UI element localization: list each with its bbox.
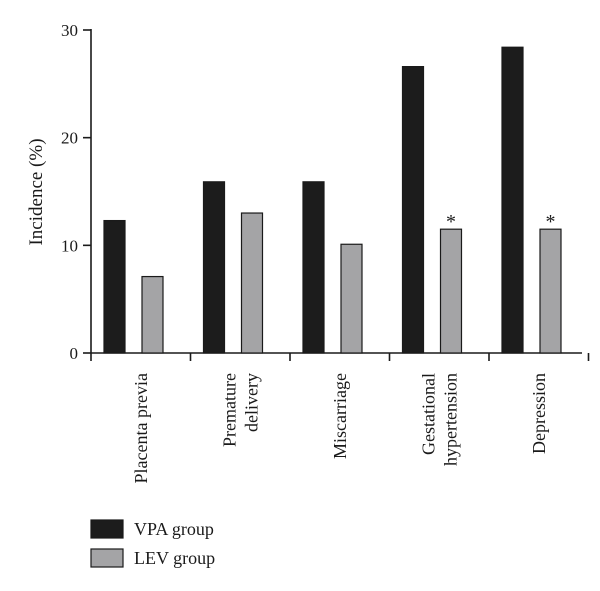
- y-tick-label: 0: [70, 344, 79, 363]
- bar-lev-0: [141, 275, 164, 354]
- bar-vpa-0: [103, 219, 126, 354]
- category-label: Premature: [219, 373, 239, 447]
- category-label: Gestational: [418, 373, 438, 455]
- category-label: Miscarriage: [330, 373, 350, 459]
- category-label: delivery: [241, 373, 261, 432]
- y-axis-title: Incidence (%): [26, 138, 47, 245]
- bar-vpa-3: [401, 66, 425, 354]
- category-label: Placenta previa: [131, 373, 151, 483]
- category-label: hypertension: [440, 373, 460, 466]
- legend: VPA group LEV group: [90, 519, 215, 568]
- significance-asterisk: *: [546, 211, 556, 233]
- y-tick-label: 30: [61, 21, 78, 40]
- y-tick-label: 20: [61, 129, 78, 148]
- bar-lev-4: [539, 228, 562, 354]
- category-label: Depression: [529, 373, 549, 454]
- bar-lev-2: [340, 243, 363, 354]
- significance-markers: * *: [446, 211, 556, 233]
- legend-swatch: [90, 548, 124, 568]
- significance-asterisk: *: [446, 211, 456, 233]
- bar-lev-1: [240, 212, 264, 354]
- bar-vpa-1: [202, 181, 226, 354]
- legend-label: VPA group: [134, 519, 214, 539]
- bars: [103, 46, 562, 354]
- legend-label: LEV group: [134, 548, 215, 568]
- category-labels: Placenta previa Premature delivery Miscarri…: [131, 373, 549, 483]
- bar-vpa-4: [501, 46, 524, 354]
- legend-swatch: [90, 519, 124, 539]
- x-axis: [90, 352, 590, 361]
- bar-lev-3: [439, 228, 463, 354]
- y-tick-label: 10: [61, 236, 78, 255]
- y-axis: 0 10 20 30: [61, 21, 92, 363]
- bar-vpa-2: [302, 181, 325, 354]
